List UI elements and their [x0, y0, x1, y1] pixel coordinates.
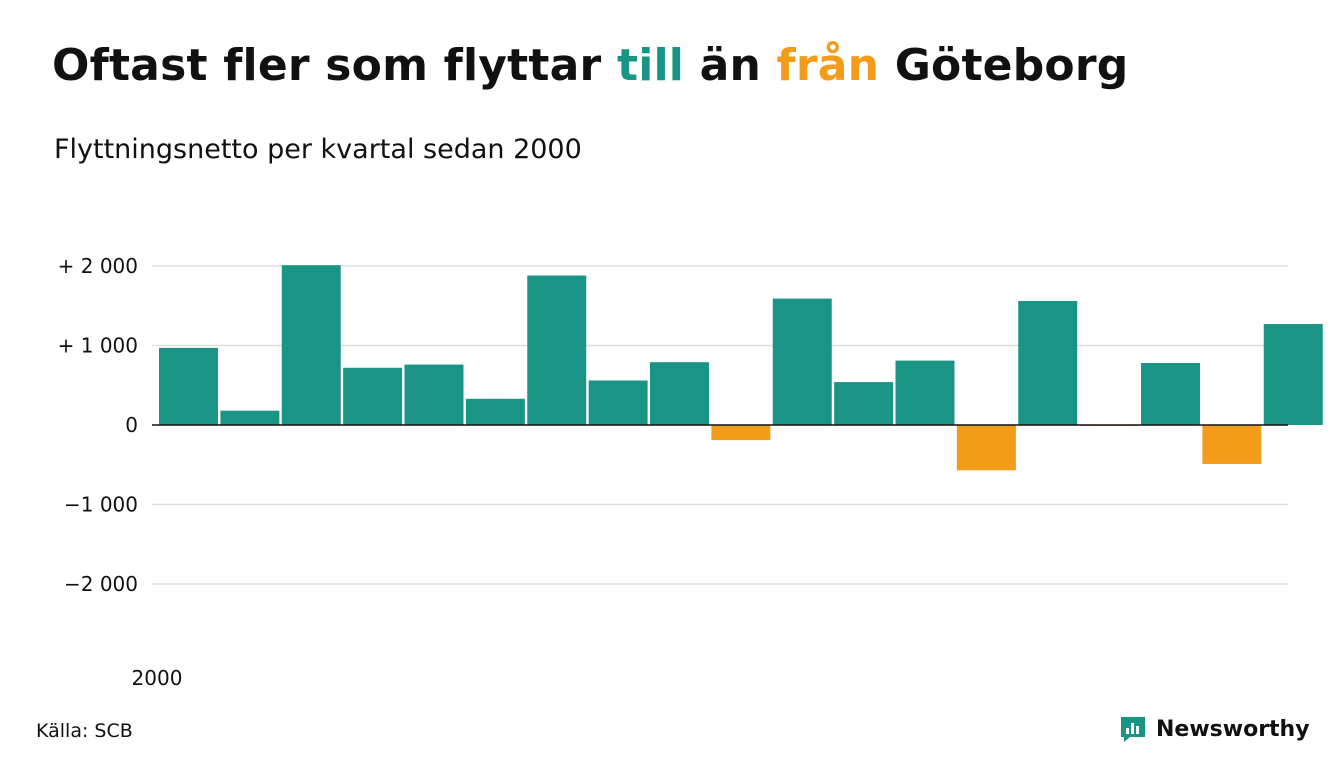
bar: [281, 265, 341, 425]
bar: [588, 380, 648, 425]
bar: [711, 425, 771, 441]
bar: [159, 347, 218, 425]
bar: [956, 425, 1016, 471]
y-tick-label: + 1 000: [58, 334, 138, 358]
bar: [220, 410, 280, 425]
bar: [834, 382, 894, 425]
y-axis-ticks: + 2 000 + 1 000 0 −1 000 −2 000: [58, 254, 138, 596]
bar: [1263, 324, 1323, 425]
y-tick-label: −1 000: [64, 493, 138, 517]
title-part-5: Göteborg: [879, 40, 1129, 91]
bar: [772, 298, 832, 425]
title-part-1: Oftast fler som flyttar: [52, 40, 617, 91]
source-label: Källa: SCB: [36, 720, 133, 742]
title-till: till: [616, 40, 685, 91]
title-part-3: än: [684, 40, 777, 91]
chart-subtitle: Flyttningsnetto per kvartal sedan 2000: [54, 134, 582, 165]
bar: [650, 362, 709, 425]
bar: [465, 398, 525, 425]
bar: [895, 360, 955, 425]
bar: [343, 367, 403, 425]
x-tick-label: 2000: [132, 666, 183, 690]
y-tick-label: 0: [125, 413, 138, 437]
title-fran: från: [776, 40, 880, 91]
brand-name: Newsworthy: [1156, 716, 1310, 742]
chart-title: Oftast fler som flyttar till än från Göt…: [52, 40, 1128, 91]
y-tick-label: + 2 000: [58, 254, 138, 278]
bars: [159, 265, 1323, 471]
y-tick-label: −2 000: [64, 572, 138, 596]
newsworthy-logo-icon: [1121, 717, 1145, 742]
bar: [527, 275, 587, 425]
bar: [1141, 362, 1200, 425]
bar: [404, 364, 464, 425]
x-axis-ticks: 20002005201020152020: [132, 666, 183, 690]
bar: [1202, 425, 1262, 464]
brand-logo: Newsworthy: [1118, 714, 1310, 744]
bar: [1018, 300, 1078, 425]
gridlines: [152, 265, 1288, 585]
